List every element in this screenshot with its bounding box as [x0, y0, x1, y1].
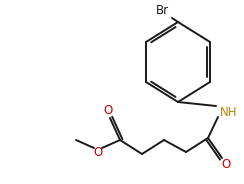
Text: O: O — [221, 158, 231, 171]
Text: Br: Br — [155, 3, 169, 17]
Text: NH: NH — [220, 105, 237, 118]
Text: O: O — [103, 105, 113, 118]
Text: O: O — [93, 146, 103, 158]
